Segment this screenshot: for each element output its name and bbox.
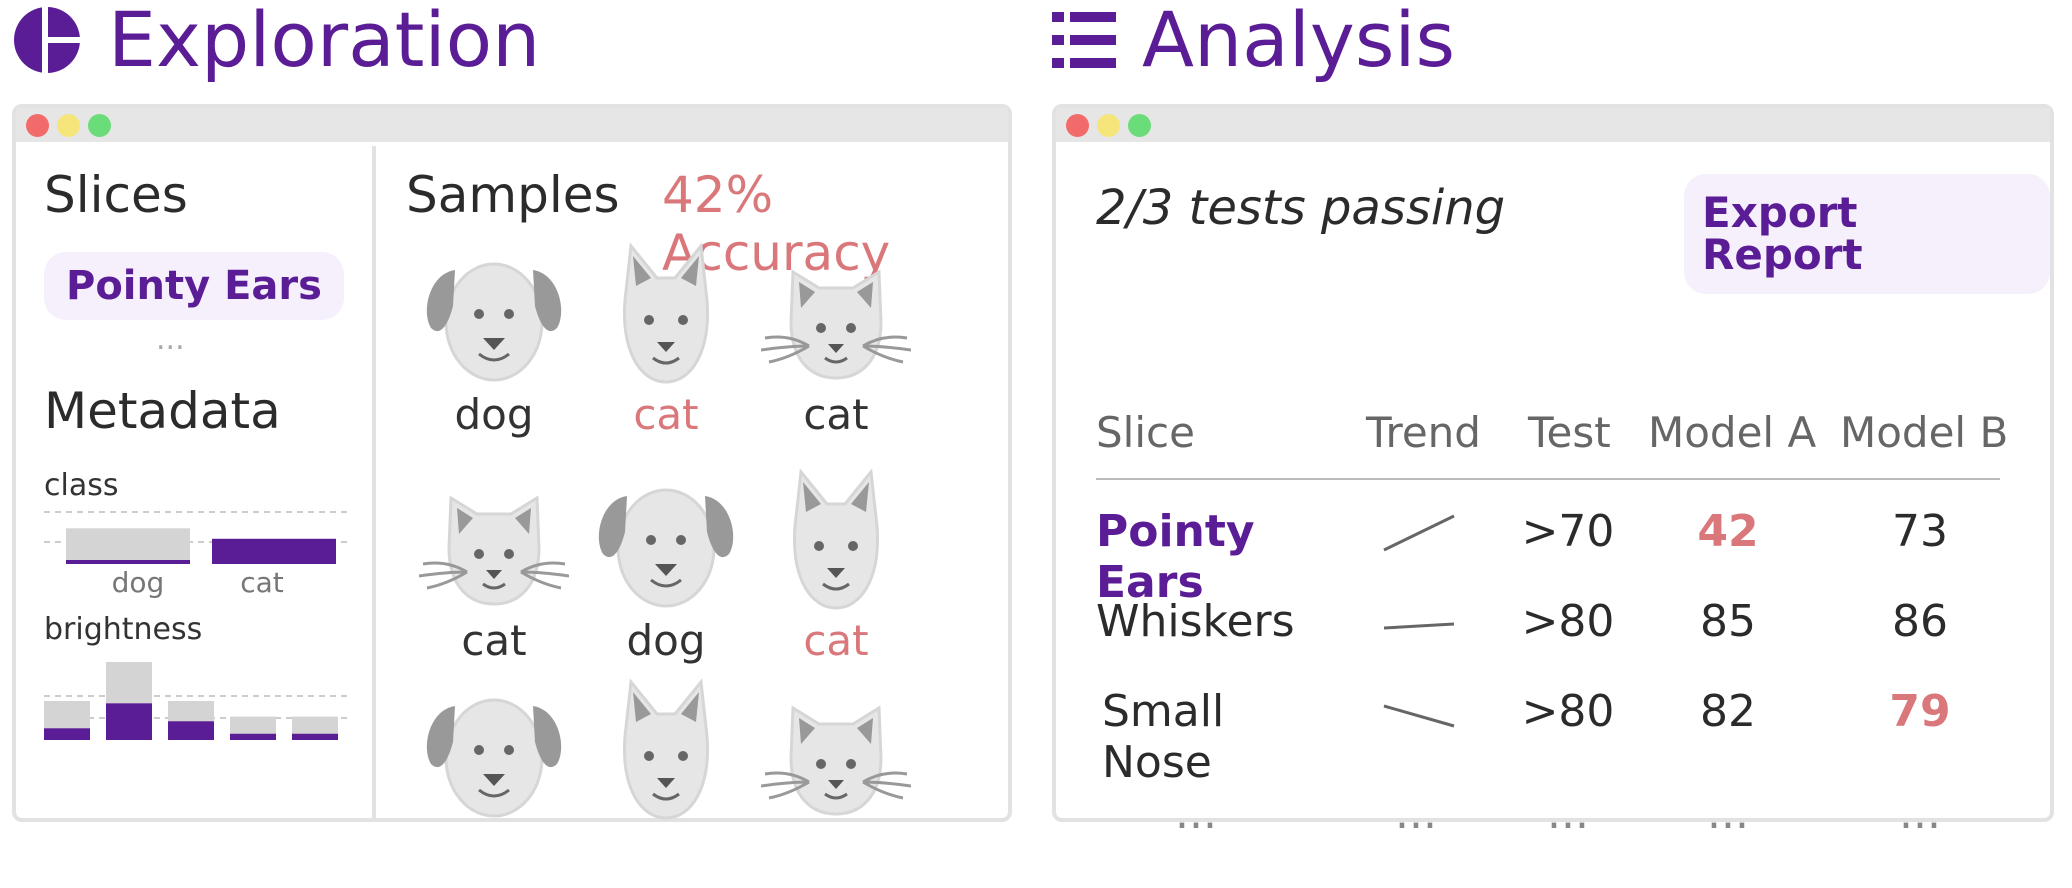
- class-bar-selected-cat: [212, 538, 336, 564]
- cat-icon: [761, 269, 911, 380]
- brightness-bar-selected: [106, 703, 152, 740]
- dog-icon: [426, 262, 562, 382]
- model-a-value: 85: [1700, 596, 1756, 647]
- ellipsis-test: ...: [1547, 788, 1589, 839]
- minimize-button[interactable]: [1097, 113, 1120, 137]
- test-value: >70: [1521, 506, 1615, 557]
- analysis-header: Analysis: [1052, 2, 1455, 78]
- brightness-histogram: [44, 662, 350, 740]
- exploration-window: Slices Pointy Ears ... Metadata class do…: [12, 104, 1012, 822]
- trend-sparkline-up: [1383, 514, 1455, 552]
- cat-pointy-icon: [622, 242, 710, 384]
- class-bar-dog: [66, 528, 190, 564]
- cat-icon: [419, 495, 569, 606]
- sample-label: cat: [461, 616, 527, 665]
- slices-heading: Slices: [44, 166, 188, 224]
- window-titlebar: [1056, 108, 2050, 142]
- column-header-model-a[interactable]: Model A: [1648, 408, 1817, 457]
- minimize-button[interactable]: [57, 113, 80, 137]
- model-a-value: 82: [1700, 686, 1756, 737]
- close-button[interactable]: [26, 113, 49, 137]
- model-b-value: 79: [1889, 686, 1951, 737]
- column-header-model-b[interactable]: Model B: [1840, 408, 2009, 457]
- exploration-header: Exploration: [12, 2, 540, 78]
- test-value: >80: [1521, 596, 1615, 647]
- maximize-button[interactable]: [1128, 113, 1151, 137]
- samples-panel: Samples 42% Accuracy dog cat cat cat dog cat: [376, 146, 1008, 820]
- sample-card[interactable]: dog: [414, 242, 574, 452]
- brightness-bar-selected: [292, 733, 338, 740]
- header-divider: [1096, 478, 2000, 480]
- cat-pointy-icon: [792, 468, 880, 610]
- slice-name: Small Nose: [1102, 686, 1225, 788]
- column-header-slice[interactable]: Slice: [1096, 408, 1195, 457]
- slice-name: Whiskers: [1096, 596, 1295, 647]
- brightness-bar-selected: [168, 721, 214, 740]
- sample-label: dog: [626, 616, 706, 665]
- cat-icon: [761, 705, 911, 816]
- close-button[interactable]: [1066, 113, 1089, 137]
- tests-status: 2/3 tests passing: [1096, 180, 1506, 236]
- pie-chart-icon: [14, 5, 82, 75]
- slice-pill-pointy-ears[interactable]: Pointy Ears: [44, 252, 344, 320]
- sample-card[interactable]: cat: [414, 468, 574, 678]
- metadata-heading: Metadata: [44, 382, 281, 440]
- dog-icon: [598, 488, 734, 608]
- sample-card[interactable]: dog: [586, 468, 746, 678]
- cat-pointy-icon: [622, 678, 710, 820]
- trend-sparkline-flat: [1383, 622, 1455, 630]
- slices-sidebar: Slices Pointy Ears ... Metadata class do…: [16, 146, 376, 818]
- sample-card[interactable]: cat: [586, 242, 746, 452]
- model-b-value: 86: [1892, 596, 1948, 647]
- column-header-trend[interactable]: Trend: [1366, 408, 1481, 457]
- dog-icon: [426, 698, 562, 818]
- brightness-bar-selected: [230, 733, 276, 740]
- sample-card[interactable]: [756, 678, 916, 888]
- maximize-button[interactable]: [88, 113, 111, 137]
- list-icon: [1052, 12, 1116, 68]
- model-b-value: 73: [1892, 506, 1948, 557]
- ellipsis-slice: ...: [1175, 788, 1217, 839]
- samples-heading: Samples: [406, 166, 620, 224]
- slices-more[interactable]: ...: [156, 322, 185, 357]
- sample-card[interactable]: cat: [756, 468, 916, 678]
- test-value: >80: [1521, 686, 1615, 737]
- class-label: class: [44, 468, 119, 503]
- trend-sparkline-down: [1383, 704, 1455, 728]
- class-bar-selected-dog: [66, 560, 190, 564]
- sample-card[interactable]: cat: [756, 242, 916, 452]
- class-tick-cat: cat: [240, 566, 284, 599]
- model-a-value: 42: [1697, 506, 1759, 557]
- sample-label: cat: [803, 616, 869, 665]
- brightness-label: brightness: [44, 612, 203, 647]
- sample-label: cat: [633, 390, 699, 439]
- analysis-title: Analysis: [1142, 0, 1456, 84]
- window-titlebar: [16, 108, 1008, 142]
- ellipsis-model-b: ...: [1899, 788, 1941, 839]
- sample-label: dog: [454, 390, 534, 439]
- class-tick-dog: dog: [111, 566, 165, 599]
- column-header-test[interactable]: Test: [1528, 408, 1611, 457]
- accuracy-value: 42% Accuracy: [662, 166, 891, 282]
- slice-name: Pointy Ears: [1096, 506, 1255, 608]
- sample-card[interactable]: [586, 678, 746, 888]
- sample-card[interactable]: [414, 678, 574, 888]
- analysis-window: 2/3 tests passing Export Report Slice Tr…: [1052, 104, 2054, 839]
- ellipsis-trend: ...: [1395, 788, 1437, 839]
- sample-label: cat: [803, 390, 869, 439]
- exploration-title: Exploration: [108, 0, 541, 84]
- brightness-bar-selected: [44, 728, 90, 740]
- ellipsis-model-a: ...: [1707, 788, 1749, 839]
- class-histogram: [44, 511, 350, 564]
- export-report-button[interactable]: Export Report: [1684, 174, 2050, 294]
